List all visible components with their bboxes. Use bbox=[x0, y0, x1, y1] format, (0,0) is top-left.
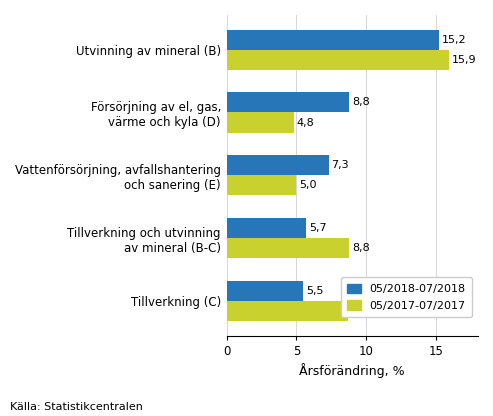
Bar bbox=[227, 175, 296, 196]
Bar bbox=[227, 50, 449, 70]
Text: 5,7: 5,7 bbox=[309, 223, 326, 233]
Text: 5,0: 5,0 bbox=[299, 180, 317, 191]
Text: 8,8: 8,8 bbox=[352, 243, 370, 253]
Bar bbox=[227, 218, 306, 238]
Text: 8,8: 8,8 bbox=[352, 97, 370, 107]
Bar bbox=[227, 30, 439, 50]
Text: Källa: Statistikcentralen: Källa: Statistikcentralen bbox=[10, 402, 143, 412]
Bar bbox=[227, 301, 348, 321]
Text: 15,2: 15,2 bbox=[442, 35, 466, 45]
Bar bbox=[227, 92, 350, 112]
Legend: 05/2018-07/2018, 05/2017-07/2017: 05/2018-07/2018, 05/2017-07/2017 bbox=[341, 277, 472, 317]
Text: 5,5: 5,5 bbox=[306, 286, 324, 296]
Bar bbox=[227, 281, 303, 301]
Bar bbox=[227, 112, 294, 133]
X-axis label: Årsförändring, %: Årsförändring, % bbox=[299, 363, 405, 378]
Text: 8,7: 8,7 bbox=[351, 306, 369, 316]
Text: 15,9: 15,9 bbox=[452, 55, 476, 65]
Bar bbox=[227, 238, 350, 258]
Text: 7,3: 7,3 bbox=[331, 160, 349, 170]
Text: 4,8: 4,8 bbox=[296, 118, 314, 128]
Bar bbox=[227, 155, 328, 175]
